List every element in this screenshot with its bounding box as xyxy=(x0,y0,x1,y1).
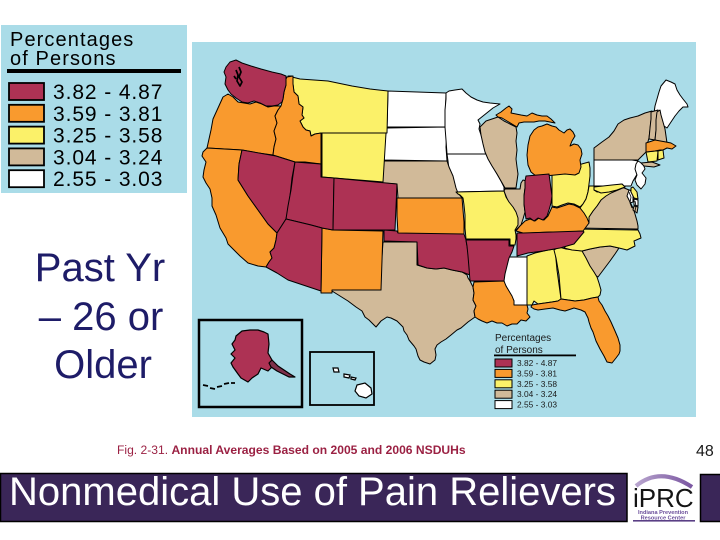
svg-text:Past Yr: Past Yr xyxy=(35,246,165,290)
svg-text:48: 48 xyxy=(696,443,714,460)
svg-text:Indiana Prevention: Indiana Prevention xyxy=(638,510,689,516)
svg-text:Percentages: Percentages xyxy=(495,333,551,344)
svg-text:of Persons: of Persons xyxy=(10,48,117,70)
svg-text:2.55 - 3.03: 2.55 - 3.03 xyxy=(53,168,163,191)
svg-text:Older: Older xyxy=(54,343,152,387)
svg-text:3.25 - 3.58: 3.25 - 3.58 xyxy=(517,379,557,389)
svg-text:iPRC: iPRC xyxy=(633,483,694,513)
svg-text:– 26 or: – 26 or xyxy=(39,295,164,339)
svg-text:Nonmedical Use of Pain Relieve: Nonmedical Use of Pain Relievers xyxy=(9,470,616,514)
svg-text:3.59 - 3.81: 3.59 - 3.81 xyxy=(53,103,163,126)
svg-text:3.25 - 3.58: 3.25 - 3.58 xyxy=(53,125,163,148)
svg-text:3.04 - 3.24: 3.04 - 3.24 xyxy=(517,389,557,399)
svg-text:3.82 - 4.87: 3.82 - 4.87 xyxy=(517,358,557,368)
svg-text:3.04 - 3.24: 3.04 - 3.24 xyxy=(53,146,163,169)
svg-text:2.55 - 3.03: 2.55 - 3.03 xyxy=(517,400,557,410)
svg-text:Percentages: Percentages xyxy=(10,29,134,51)
svg-text:3.59 - 3.81: 3.59 - 3.81 xyxy=(517,368,557,378)
svg-text:of Persons: of Persons xyxy=(495,345,543,356)
svg-text:Fig. 2-31. Annual Averages Bas: Fig. 2-31. Annual Averages Based on 2005… xyxy=(117,443,466,457)
svg-text:3.82 - 4.87: 3.82 - 4.87 xyxy=(53,81,163,104)
svg-text:Resource Center: Resource Center xyxy=(641,516,687,522)
